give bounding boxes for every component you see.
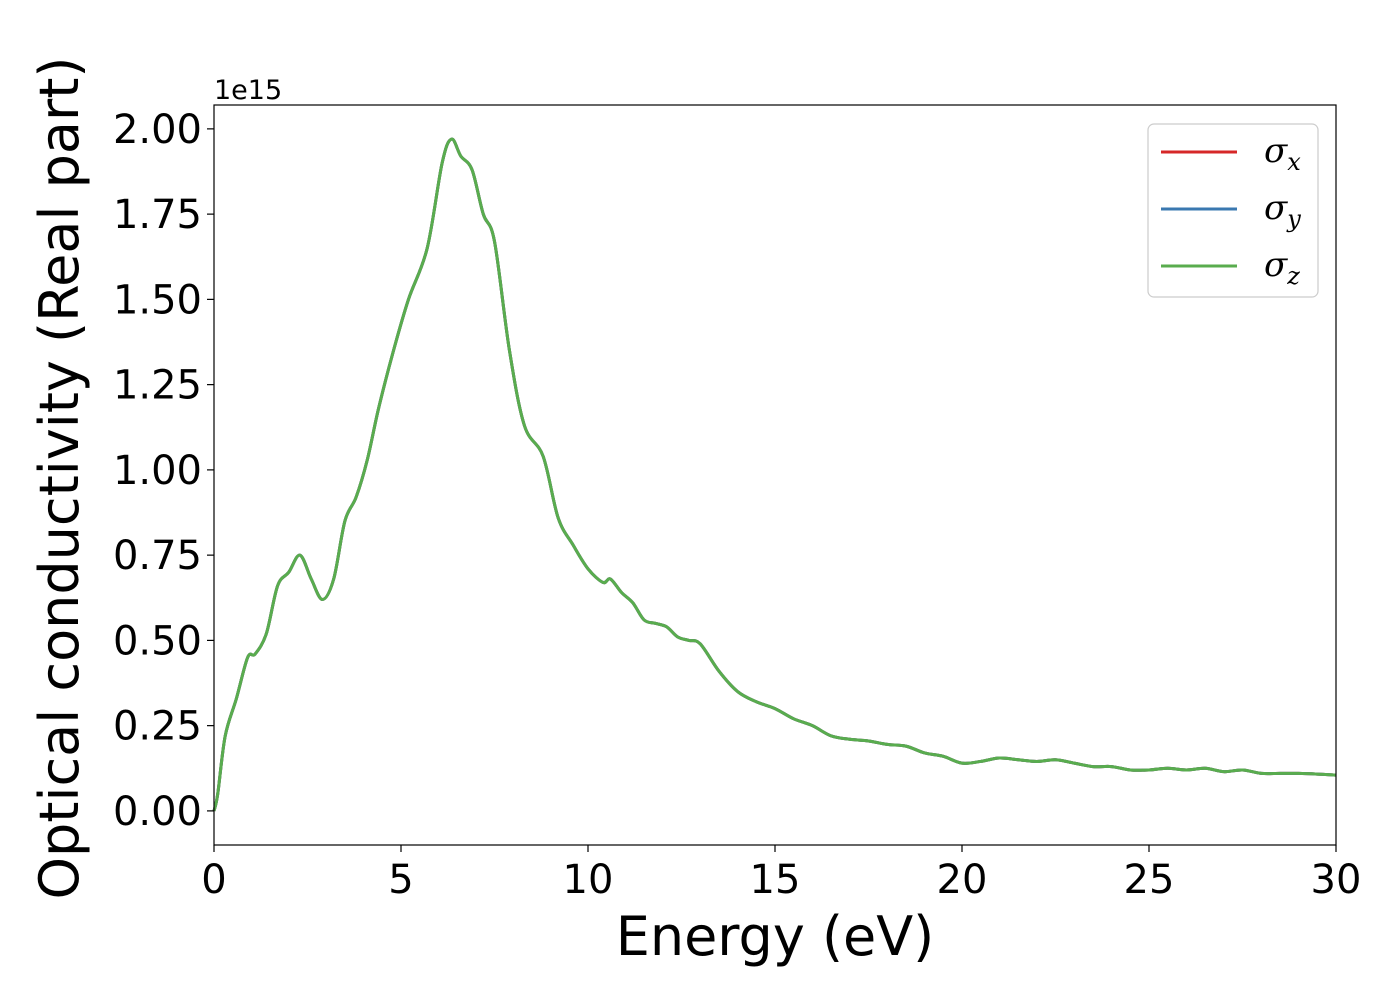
x-tick-label: 0: [201, 857, 226, 903]
series-line-sigma-z: [212, 137, 1337, 812]
y-tick-label: 1.75: [113, 192, 202, 238]
legend-subscript: x: [1287, 148, 1301, 176]
y-tick-label: 0.75: [113, 533, 202, 579]
legend-symbol: σ: [1264, 188, 1288, 228]
x-tick-label: 5: [388, 857, 413, 903]
legend-label-sigma-y: σy: [1264, 188, 1301, 233]
x-tick-label: 10: [563, 857, 614, 903]
y-tick-label: 0.00: [113, 789, 202, 835]
y-offset-label: 1e15: [214, 75, 282, 106]
x-axis-title: Energy (eV): [616, 905, 935, 968]
series-layer: [212, 137, 1337, 812]
y-axis-ticks: 0.00 0.25 0.50 0.75 1.00 1.25 1.50 1.75 2.00: [113, 107, 214, 835]
legend-symbol: σ: [1264, 245, 1288, 285]
legend-subscript: y: [1286, 205, 1301, 233]
y-tick-label: 1.50: [113, 277, 202, 323]
x-tick-label: 25: [1124, 857, 1175, 903]
legend-label-sigma-z: σz: [1264, 245, 1300, 290]
x-tick-label: 30: [1311, 857, 1362, 903]
legend-symbol: σ: [1264, 131, 1288, 171]
legend-subscript: z: [1286, 262, 1300, 290]
x-tick-label: 20: [937, 857, 988, 903]
y-tick-label: 2.00: [113, 107, 202, 153]
y-tick-label: 0.25: [113, 704, 202, 750]
y-tick-label: 0.50: [113, 618, 202, 664]
y-tick-label: 1.25: [113, 363, 202, 409]
x-tick-label: 15: [750, 857, 801, 903]
y-axis-title: Optical conductivity (Real part): [28, 57, 91, 900]
legend-label-sigma-x: σx: [1264, 131, 1301, 176]
y-tick-label: 1.00: [113, 448, 202, 494]
x-axis-ticks: 0 5 10 15 20 25 30: [201, 845, 1361, 903]
